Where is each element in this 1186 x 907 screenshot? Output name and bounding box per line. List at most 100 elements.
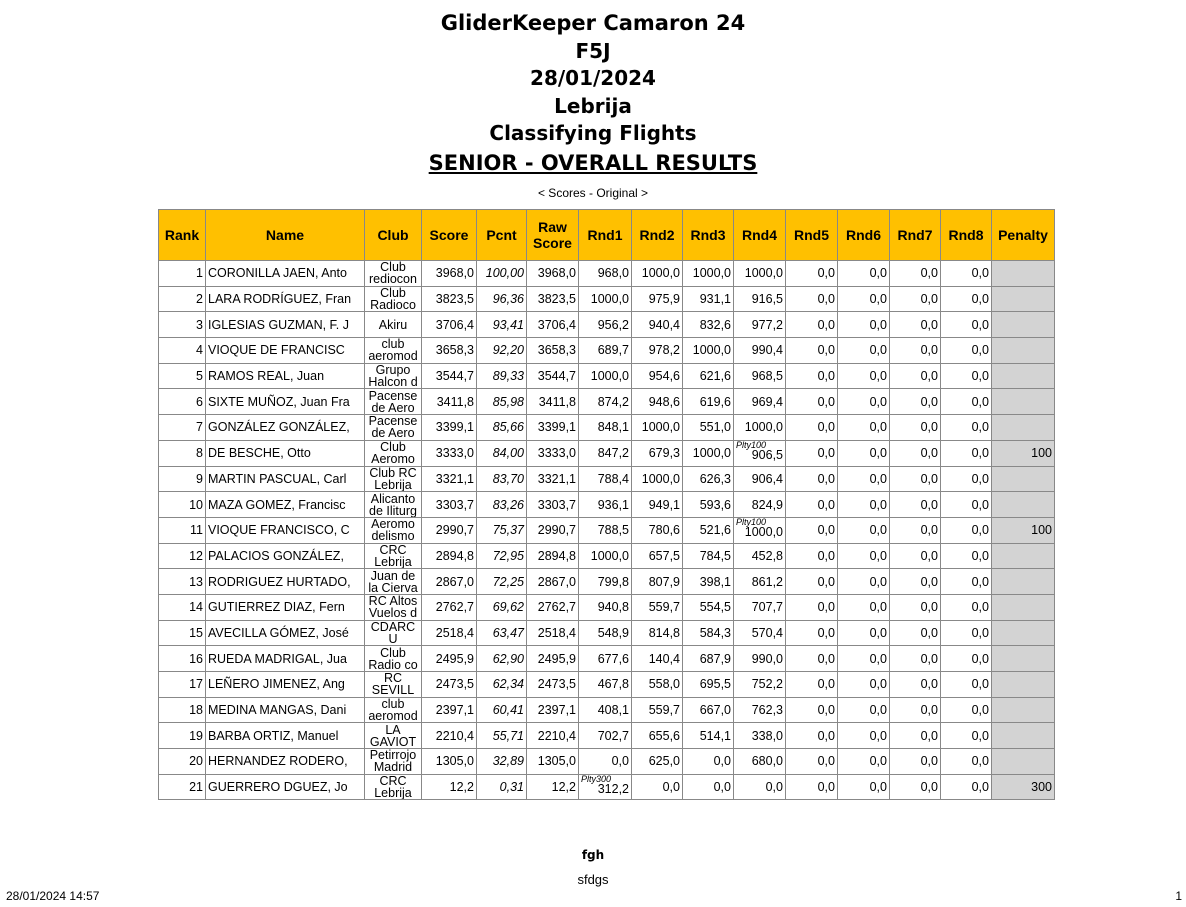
- round-3-cell: 521,6: [682, 516, 734, 544]
- penalty-note: Plty100: [736, 517, 767, 527]
- round-4-cell: 1000,0: [733, 260, 786, 287]
- round-7-cell: 0,0: [889, 362, 941, 390]
- round-1-cell: 956,2: [578, 311, 632, 339]
- round-5-cell: 0,0: [785, 696, 838, 724]
- event-date: 28/01/2024: [530, 66, 656, 90]
- round-5-cell: 0,0: [785, 439, 838, 467]
- table-row: 13 RODRIGUEZ HURTADO, Juan de la Cierva 286…: [158, 568, 1055, 595]
- round-8-cell: 0,0: [940, 285, 992, 313]
- round-1-cell: 848,1: [578, 414, 632, 441]
- club-text: Pacense de Aero: [368, 389, 418, 414]
- table-row: 18 MEDINA MANGAS, Dani club aeromod 2397,1 6…: [158, 696, 1055, 724]
- club-text: Club rediocon: [369, 261, 417, 286]
- round-2-cell: 1000,0: [631, 465, 683, 493]
- score-cell: 3411,8: [421, 388, 477, 416]
- rank-cell: 9: [158, 465, 206, 493]
- round-7-cell: 0,0: [889, 645, 941, 672]
- raw-score-cell: 2210,4: [526, 722, 579, 750]
- round-4-cell: 570,4: [733, 619, 786, 647]
- club-text: club aeromod: [368, 338, 418, 363]
- round-8-cell: 0,0: [940, 568, 992, 595]
- club-cell: RC SEVILL: [364, 671, 422, 698]
- club-text: club aeromod: [368, 698, 418, 723]
- rank-cell: 8: [158, 439, 206, 467]
- round-7-cell: 0,0: [889, 619, 941, 647]
- round-7-cell: 0,0: [889, 388, 941, 416]
- rank-cell: 5: [158, 362, 206, 390]
- name-cell: RODRIGUEZ HURTADO,: [205, 568, 365, 595]
- round-2-cell: 559,7: [631, 696, 683, 724]
- rank-cell: 20: [158, 748, 206, 775]
- round-7-cell: 0,0: [889, 773, 941, 801]
- percent-cell: 89,33: [476, 362, 527, 390]
- round-5-cell: 0,0: [785, 388, 838, 416]
- score-cell: 3303,7: [421, 491, 477, 518]
- column-header-rnd2: Rnd2: [631, 209, 683, 261]
- name-cell: MAZA GOMEZ, Francisc: [205, 491, 365, 518]
- column-header-pcnt: Pcnt: [476, 209, 527, 261]
- score-cell: 2762,7: [421, 593, 477, 621]
- round-3-cell: 695,5: [682, 671, 734, 698]
- round-1-cell: 0,0: [578, 748, 632, 775]
- club-text: LA GAVIOT: [369, 723, 417, 748]
- round-2-cell: 978,2: [631, 337, 683, 364]
- round-5-cell: 0,0: [785, 542, 838, 570]
- raw-score-cell: 3968,0: [526, 260, 579, 287]
- round-2-cell: 954,6: [631, 362, 683, 390]
- round-5-cell: 0,0: [785, 491, 838, 518]
- round-2-cell: 559,7: [631, 593, 683, 621]
- round-2-cell: 558,0: [631, 671, 683, 698]
- rank-cell: 3: [158, 311, 206, 339]
- score-cell: 3399,1: [421, 414, 477, 441]
- club-text: Grupo Halcon d: [368, 364, 418, 389]
- round-1-cell: 702,7: [578, 722, 632, 750]
- club-cell: CRC Lebrija: [364, 773, 422, 801]
- round-5-cell: 0,0: [785, 311, 838, 339]
- round-8-cell: 0,0: [940, 388, 992, 416]
- round-5-cell: 0,0: [785, 568, 838, 595]
- raw-score-cell: 3303,7: [526, 491, 579, 518]
- round-1-cell: 689,7: [578, 337, 632, 364]
- round-7-cell: 0,0: [889, 311, 941, 339]
- round-5-cell: 0,0: [785, 593, 838, 621]
- rank-cell: 19: [158, 722, 206, 750]
- raw-score-cell: 3411,8: [526, 388, 579, 416]
- scores-subtitle: < Scores - Original >: [537, 186, 649, 200]
- percent-cell: 84,00: [476, 439, 527, 467]
- round-2-cell: 1000,0: [631, 414, 683, 441]
- footer-line2: sfdgs: [577, 872, 609, 887]
- column-header-rnd7: Rnd7: [889, 209, 941, 261]
- round-7-cell: 0,0: [889, 748, 941, 775]
- round-1-cell: Plty300 312,2: [578, 773, 632, 801]
- penalty-cell: [991, 696, 1055, 724]
- round-4-cell: 752,2: [733, 671, 786, 698]
- club-text: CRC Lebrija: [374, 543, 412, 568]
- column-header-rnd8: Rnd8: [940, 209, 992, 261]
- round-8-cell: 0,0: [940, 260, 992, 287]
- name-cell: VIOQUE DE FRANCISC: [205, 337, 365, 364]
- name-cell: RUEDA MADRIGAL, Jua: [205, 645, 365, 672]
- rank-cell: 14: [158, 593, 206, 621]
- club-text: Alicanto de Iliturg: [369, 492, 417, 517]
- round-7-cell: 0,0: [889, 439, 941, 467]
- round-2-cell: 949,1: [631, 491, 683, 518]
- round-7-cell: 0,0: [889, 260, 941, 287]
- percent-cell: 92,20: [476, 337, 527, 364]
- rank-cell: 18: [158, 696, 206, 724]
- round-3-cell: 593,6: [682, 491, 734, 518]
- club-cell: Pacense de Aero: [364, 414, 422, 441]
- penalty-cell: 100: [991, 516, 1055, 544]
- round-3-cell: 0,0: [682, 748, 734, 775]
- round-6-cell: 0,0: [837, 491, 890, 518]
- column-header-raw-score: Raw Score: [526, 209, 579, 261]
- penalty-cell: [991, 260, 1055, 287]
- table-row: 4 VIOQUE DE FRANCISC club aeromod 3658,3 92,…: [158, 337, 1055, 364]
- event-class: F5J: [575, 38, 611, 63]
- round-6-cell: 0,0: [837, 748, 890, 775]
- percent-cell: 60,41: [476, 696, 527, 724]
- round-8-cell: 0,0: [940, 311, 992, 339]
- round-2-cell: 1000,0: [631, 260, 683, 287]
- score-cell: 2894,8: [421, 542, 477, 570]
- name-cell: CORONILLA JAEN, Anto: [205, 260, 365, 287]
- club-cell: Petirrojo Madrid: [364, 748, 422, 775]
